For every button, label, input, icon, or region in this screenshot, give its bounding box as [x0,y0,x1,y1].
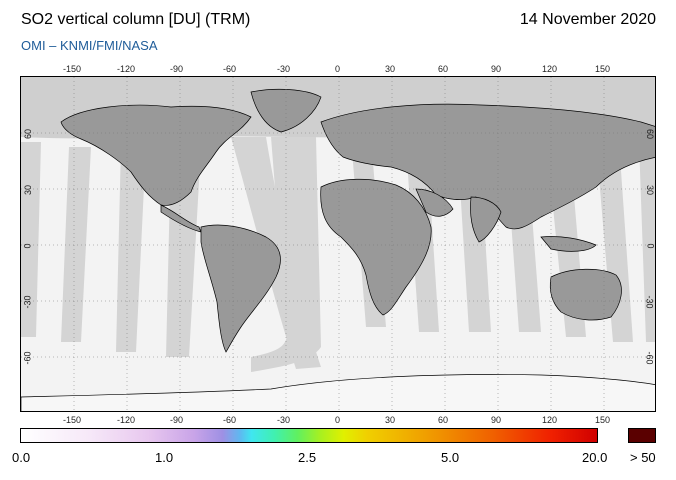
bottom-lon-tick: -60 [223,415,237,425]
date-label: 14 November 2020 [519,11,656,28]
bottom-lon-tick: -120 [117,415,136,425]
world-map: 60 30 0 -30 -60 60 30 0 -30 -60 [20,76,656,412]
bottom-lon-tick: 0 [335,415,341,425]
colorbar-gradient [20,428,598,443]
antarctica-land [21,374,655,411]
colorbar-label: 0.0 [12,450,31,465]
top-lon-tick: 150 [595,64,611,74]
top-lon-tick: 30 [385,64,396,74]
landmasses [21,88,655,411]
left-lat-tick: -60 [22,351,33,365]
orbit-swath [116,145,146,352]
bottom-lon-tick: 150 [595,415,611,425]
graticule [21,77,655,411]
orbit-swath [61,147,91,342]
right-lat-tick: 60 [645,128,656,140]
map-svg [21,77,655,411]
australia-land [549,268,622,321]
top-lon-tick: -120 [117,64,136,74]
chart-title: SO2 vertical column [DU] (TRM) [21,11,251,28]
right-lat-tick: 30 [645,184,656,196]
colorbar-label: 1.0 [155,450,174,465]
left-lat-tick: 0 [22,243,33,249]
colorbar-label: > 50 [630,450,656,465]
top-lon-tick: -150 [63,64,82,74]
bottom-lon-tick: 60 [438,415,449,425]
colorbar-label: 20.0 [582,450,608,465]
top-lon-tick: 60 [438,64,449,74]
colorbar-label: 2.5 [298,450,317,465]
top-lon-tick: 120 [542,64,558,74]
right-lat-tick: -30 [644,295,655,309]
bottom-lon-tick: -150 [63,415,82,425]
left-lat-tick: 30 [23,184,34,196]
orbit-swath [21,142,41,337]
eurasia-land [320,103,655,230]
bottom-lon-tick: 30 [385,415,396,425]
southeast-asia-islands [540,236,597,252]
greenland-land [250,88,322,133]
orbit-swath [639,142,655,342]
bottom-lon-tick: -30 [277,415,291,425]
top-lon-tick: -30 [277,64,291,74]
arabia-land [415,188,454,217]
top-lon-tick: -90 [170,64,184,74]
colorbar-overflow-swatch [628,428,656,443]
right-lat-tick: -60 [644,351,655,365]
top-lon-tick: 0 [335,64,341,74]
south-america-land [200,224,281,353]
africa-land [320,178,432,316]
right-lat-tick: 0 [645,243,656,249]
orbit-swath [596,142,633,342]
left-lat-tick: -30 [22,295,33,309]
bottom-lon-tick: -90 [170,415,184,425]
credit-label: OMI – KNMI/FMI/NASA [21,38,158,53]
india-land [470,196,502,243]
top-lon-tick: -60 [223,64,237,74]
top-lon-tick: 90 [491,64,502,74]
colorbar-label: 5.0 [441,450,460,465]
north-america-land [60,104,252,206]
left-lat-tick: 60 [23,128,34,140]
bottom-lon-tick: 90 [491,415,502,425]
bottom-lon-tick: 120 [542,415,558,425]
